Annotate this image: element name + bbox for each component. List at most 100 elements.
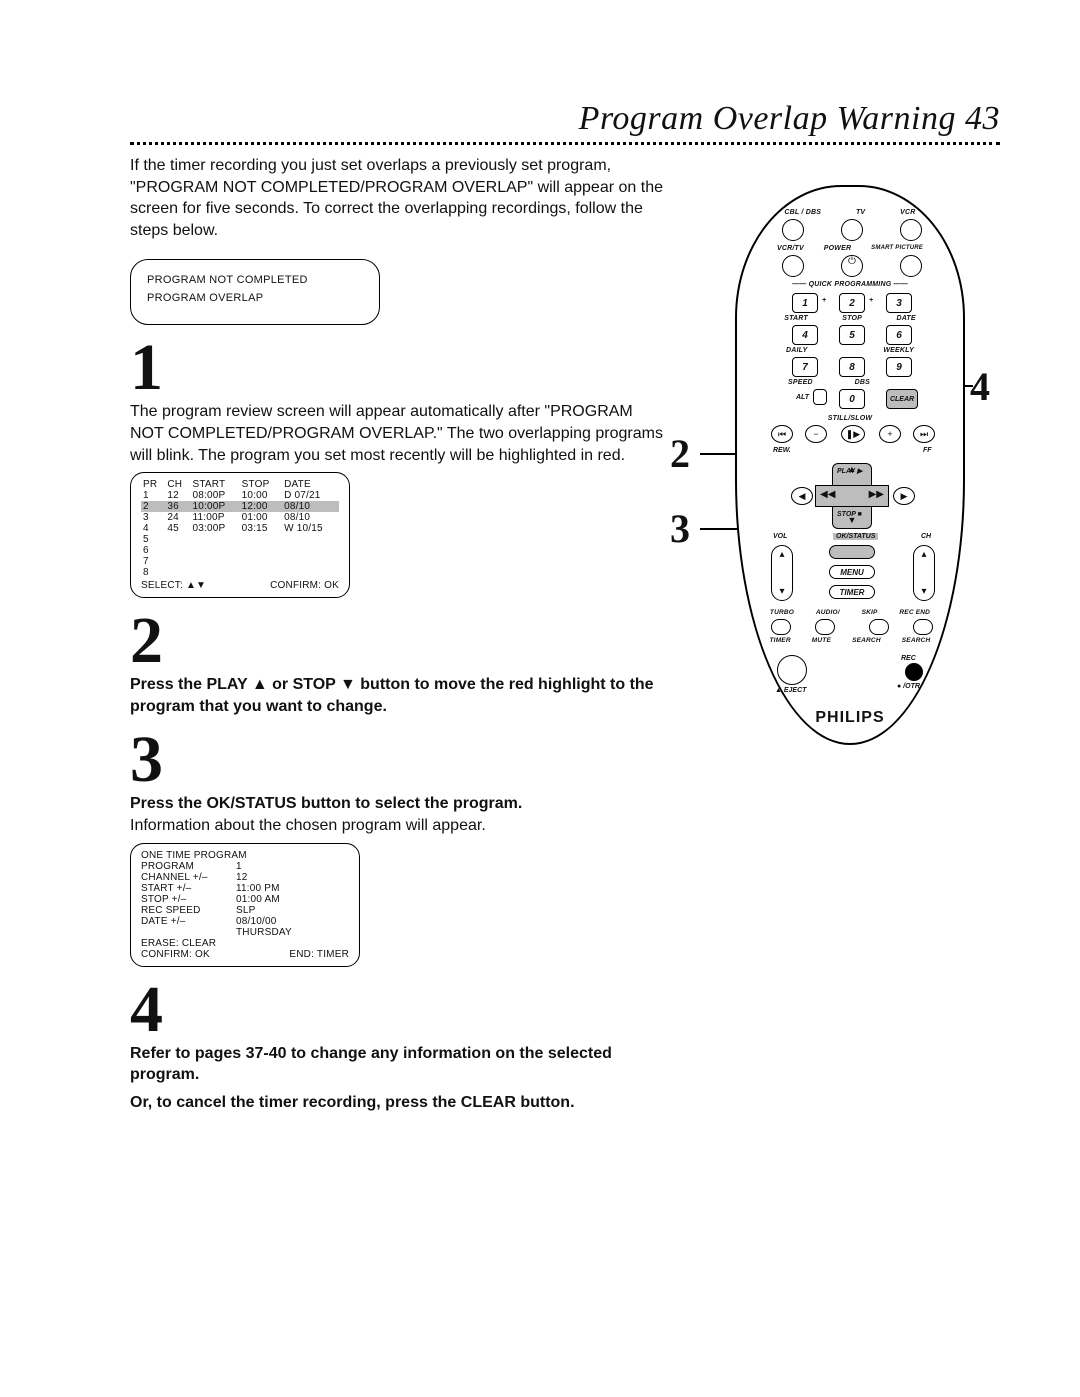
label-okstatus: OK/STATUS [833,533,878,540]
footer-right: CONFIRM: OK [270,580,339,591]
table-header-row: PR CH START STOP DATE [141,479,339,490]
th: DATE [282,479,339,490]
title-divider [130,142,1000,145]
label-smartpic: SMART PICTURE [871,245,923,252]
osd-warning-box: PROGRAM NOT COMPLETED PROGRAM OVERLAP [130,259,380,325]
clear-button[interactable]: CLEAR [886,389,918,409]
osd-line-1: PROGRAM NOT COMPLETED [147,274,363,286]
page-number: 43 [965,100,1000,137]
right-column: 2 3 4 CBL / DBS TV VCR [700,155,1000,1119]
still-button[interactable]: ❚▶ [841,425,865,443]
num-4-button[interactable]: 4 [792,325,818,345]
brand-logo: PHILIPS [737,709,963,727]
step-3-bold: Press the OK/STATUS button to select the… [130,795,522,812]
vcr-button[interactable] [900,219,922,241]
columns: If the timer recording you just set over… [130,155,1000,1119]
label-stillslow: STILL/SLOW [737,415,963,422]
table-row: 5 [141,534,339,545]
recend-button[interactable] [913,619,933,635]
table-row: 6 [141,545,339,556]
skip-fwd-button[interactable]: ⏭ [913,425,935,443]
foot-left: CONFIRM: OK [141,949,210,960]
label-rec: REC [901,655,916,662]
table-row: 7 [141,556,339,567]
program-review-table: PR CH START STOP DATE 11208:00P10:00D 07… [130,472,350,598]
smartpicture-button[interactable] [900,255,922,277]
audio-button[interactable] [815,619,835,635]
table-row: 8 [141,567,339,578]
ff-right-button[interactable]: ▶ [893,487,915,505]
step-1-number: 1 [130,335,670,401]
power-button[interactable]: ⏻ [841,255,863,277]
eject-button[interactable] [777,655,807,685]
label-cbldbs: CBL / DBS [784,209,821,216]
step-4-number: 4 [130,977,670,1043]
label-stop: STOP ■ [837,511,862,518]
table-row: 32411:00P01:0008/10 [141,512,339,523]
num-7-button[interactable]: 7 [792,357,818,377]
skip-button[interactable] [869,619,889,635]
th: CH [165,479,190,490]
table: PR CH START STOP DATE 11208:00P10:00D 07… [141,479,339,578]
slow-plus-button[interactable]: + [879,425,901,443]
label-ch: CH [921,533,931,540]
label-otr: ● /OTR [897,683,920,690]
num-2-button[interactable]: 2 [839,293,865,313]
step-4-text2: Or, to cancel the timer recording, press… [130,1092,670,1114]
callout-3: 3 [670,505,690,552]
step-3-number: 3 [130,727,670,793]
remote-body: CBL / DBS TV VCR VCR/TV POWER SMART PICT… [735,185,965,745]
label-quickprog: —— QUICK PROGRAMMING —— [737,281,963,288]
rec-button[interactable] [905,663,923,681]
tv-button[interactable] [841,219,863,241]
foot-right: END: TIMER [289,949,349,960]
label-rew: REW. [773,447,791,454]
menu-button[interactable]: MENU [829,565,875,579]
plus-icon: + [869,297,873,304]
th: STOP [240,479,282,490]
num-9-button[interactable]: 9 [886,357,912,377]
intro-text: If the timer recording you just set over… [130,155,670,241]
plus-icon: + [822,297,826,304]
program-detail-box: ONE TIME PROGRAM PROGRAM1 CHANNEL +/–12 … [130,843,360,967]
num-3-button[interactable]: 3 [886,293,912,313]
vol-rocker[interactable]: ▴▾ [771,545,793,601]
label-ff: FF [923,447,932,454]
rew-left-button[interactable]: ◀ [791,487,813,505]
callout-2: 2 [670,430,690,477]
label-play: PLAY ▶ [837,467,862,475]
osd-line-2: PROGRAM OVERLAP [147,292,363,304]
detail-title: ONE TIME PROGRAM [141,850,349,861]
table-row: 11208:00P10:00D 07/21 [141,490,339,501]
callout-4: 4 [970,363,990,410]
timer-button[interactable]: TIMER [829,585,875,599]
num-1-button[interactable]: 1 [792,293,818,313]
slow-minus-button[interactable]: − [805,425,827,443]
table-row-highlighted: 23610:00P12:0008/10 [141,501,339,512]
label-row-2: VCR/TV POWER SMART PICTURE [737,245,963,252]
left-column: If the timer recording you just set over… [130,155,670,1119]
step-3-plain: Information about the chosen program wil… [130,817,486,834]
num-6-button[interactable]: 6 [886,325,912,345]
cbldbs-button[interactable] [782,219,804,241]
step-4-text1: Refer to pages 37-40 to change any infor… [130,1043,670,1086]
detail-foot1: ERASE: CLEAR [141,938,349,949]
okstatus-button[interactable] [829,545,875,559]
skip-back-button[interactable]: ⏮ [771,425,793,443]
remote-illustration: 2 3 4 CBL / DBS TV VCR [700,185,1000,745]
step-3-text: Press the OK/STATUS button to select the… [130,793,670,836]
label-vcr: VCR [900,209,915,216]
vcrtv-button[interactable] [782,255,804,277]
alt-button[interactable] [813,389,827,405]
detail-foot2: CONFIRM: OK END: TIMER [141,949,349,960]
th: PR [141,479,165,490]
num-5-button[interactable]: 5 [839,325,865,345]
num-8-button[interactable]: 8 [839,357,865,377]
ch-rocker[interactable]: ▴▾ [913,545,935,601]
step-1-text: The program review screen will appear au… [130,401,670,466]
page: Program Overlap Warning 43 If the timer … [0,0,1080,1179]
dpad-mid: ◀◀ ▶▶ [815,485,889,507]
num-0-button[interactable]: 0 [839,389,865,409]
title-text: Program Overlap Warning [579,100,956,137]
turbo-button[interactable] [771,619,791,635]
